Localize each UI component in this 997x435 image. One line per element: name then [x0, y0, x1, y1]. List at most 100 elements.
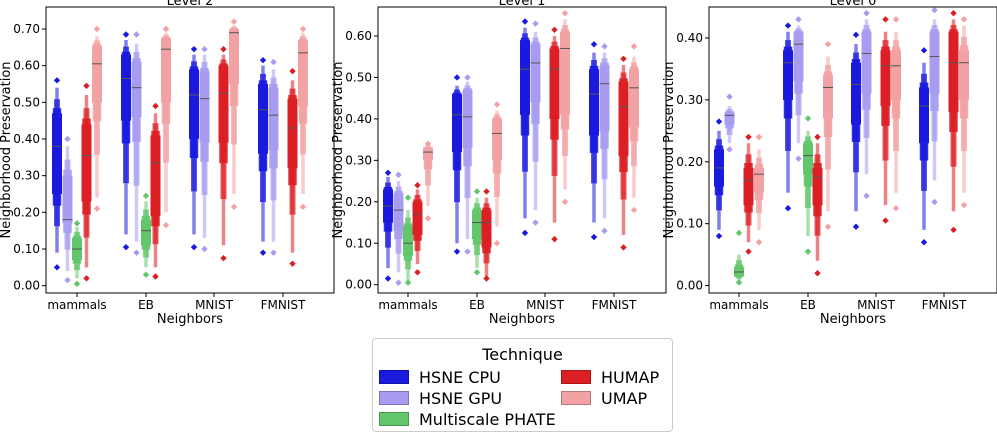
- boxen-box: [851, 62, 861, 125]
- boxen-box: [880, 50, 891, 107]
- outlier-high: [289, 67, 296, 75]
- outlier-high: [453, 74, 461, 81]
- boxen-box: [549, 48, 560, 119]
- legend-label-humap: HUMAP: [601, 367, 660, 387]
- outlier-low: [551, 235, 558, 243]
- outlier-high: [483, 188, 490, 195]
- boxen-hsne-cpu-fmnist: [589, 41, 599, 241]
- outlier-low: [424, 215, 432, 222]
- outlier-low: [493, 240, 501, 247]
- outlier-high: [601, 43, 608, 50]
- y-tick-label: 0.30: [13, 169, 40, 183]
- legend-label-hsne-gpu: HSNE GPU: [419, 388, 503, 408]
- outlier-high: [931, 6, 938, 14]
- boxen-humap-eb: [150, 102, 161, 280]
- outlier-low: [882, 217, 889, 224]
- boxen-umap-mnist: [229, 18, 239, 211]
- outlier-high: [852, 31, 860, 39]
- outlier-low: [201, 245, 208, 253]
- plot-frame: [45, 6, 335, 294]
- outlier-low: [122, 243, 130, 251]
- outlier-low: [133, 249, 140, 256]
- boxen-umap-mammals: [754, 133, 764, 246]
- boxen-humap-mammals: [81, 82, 92, 282]
- outlier-high: [53, 77, 61, 84]
- boxen-box: [298, 40, 308, 106]
- boxen-box: [462, 89, 473, 148]
- boxen-box: [520, 40, 530, 115]
- outlier-low: [83, 275, 90, 282]
- outlier-low: [960, 201, 968, 209]
- legend-item-umap: UMAP: [561, 388, 647, 408]
- boxen-box: [959, 50, 969, 100]
- legend-swatch-multiscale-phate: [379, 412, 409, 426]
- chart-panel-level-1: Level 1 0.00 0.10 0.20 0.30 0.40 0.50 0.60 mamma…: [331, 0, 667, 327]
- boxen-multiscale-phate-eb: [472, 188, 482, 276]
- boxen-multiscale-phate-mammals: [734, 229, 744, 286]
- legend-item-humap: HUMAP: [561, 367, 659, 387]
- boxen-hsne-gpu-fmnist: [268, 58, 279, 256]
- chart-panel-level-0: Level 0 0.00 0.10 0.20 0.30 0.40 mammals EB MNIS…: [662, 0, 997, 327]
- outlier-high: [270, 58, 277, 66]
- outlier-low: [142, 271, 150, 278]
- y-tick-label: 0.00: [676, 279, 703, 293]
- boxen-umap-mammals: [92, 25, 102, 212]
- boxen-multiscale-phate-mammals: [403, 194, 413, 286]
- plot-frame: [377, 6, 667, 294]
- y-tick-label: 0.00: [13, 279, 40, 293]
- boxen-box: [481, 210, 492, 248]
- y-tick-label: 0.70: [13, 22, 40, 36]
- boxen-box: [423, 147, 433, 161]
- outlier-low: [715, 232, 723, 240]
- boxen-humap-fmnist: [948, 9, 959, 234]
- boxen-box: [141, 219, 151, 246]
- y-axis-label: Neighborhood Preservation: [0, 61, 14, 238]
- legend-title: Technique: [482, 345, 563, 364]
- boxen-box: [929, 31, 940, 94]
- outlier-low: [804, 248, 812, 255]
- outlier-low: [73, 280, 81, 288]
- outlier-high: [133, 31, 140, 38]
- boxen-box: [812, 167, 823, 206]
- boxen-hsne-gpu-mnist: [530, 20, 541, 226]
- boxen-box: [618, 81, 629, 157]
- boxen-box: [724, 112, 735, 125]
- boxen-box: [229, 29, 239, 84]
- boxen-box: [919, 87, 929, 144]
- outlier-high: [493, 101, 501, 108]
- outlier-high: [551, 26, 558, 33]
- outlier-low: [384, 275, 392, 282]
- plot-frame: [708, 6, 997, 294]
- outlier-high: [795, 16, 802, 23]
- boxen-hsne-gpu-eb: [793, 16, 804, 162]
- y-tick-label: 0.60: [345, 29, 372, 43]
- boxen-box: [743, 167, 754, 206]
- outlier-high: [142, 192, 150, 200]
- x-tick-label-fmnist: FMNIST: [261, 298, 306, 312]
- outlier-high: [950, 9, 957, 17]
- outlier-high: [201, 45, 208, 53]
- outlier-high: [259, 56, 267, 64]
- outlier-high: [424, 140, 432, 147]
- boxen-hsne-gpu-eb: [131, 31, 142, 256]
- chart-title: Level 0: [830, 0, 877, 9]
- y-axis-label: Neighborhood Preservation: [331, 61, 346, 238]
- outlier-low: [745, 248, 752, 255]
- y-tick-label: 0.40: [345, 112, 372, 126]
- y-tick-label: 0.50: [13, 95, 40, 109]
- boxen-box: [560, 31, 570, 115]
- y-tick-label: 0.10: [676, 217, 703, 231]
- x-axis-label: Neighbors: [489, 312, 555, 327]
- boxen-box: [199, 71, 210, 143]
- outlier-low: [920, 239, 928, 246]
- x-tick-label-mammals: mammals: [47, 298, 106, 312]
- boxen-umap-eb: [823, 40, 833, 230]
- outlier-high: [299, 25, 307, 33]
- outlier-low: [464, 248, 471, 255]
- chart-panel-level-2: Level 2 0.00 0.10 0.20 0.30 0.40 0.50 0.60 0.70 m…: [0, 0, 335, 327]
- outlier-low: [152, 273, 159, 280]
- boxen-hsne-gpu-mammals: [724, 93, 735, 153]
- outlier-low: [726, 146, 733, 153]
- outlier-high: [230, 18, 238, 25]
